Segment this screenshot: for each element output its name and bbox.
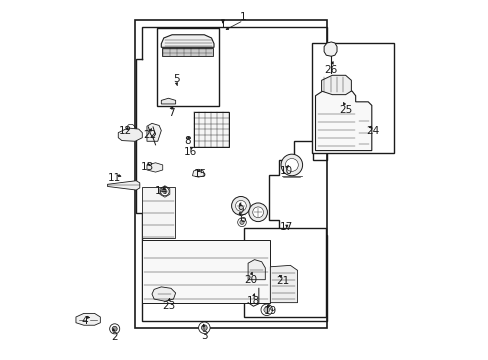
- Circle shape: [198, 322, 210, 333]
- Text: 1: 1: [240, 12, 246, 22]
- Circle shape: [109, 324, 120, 334]
- Polygon shape: [76, 314, 100, 325]
- Bar: [135, 20, 326, 328]
- Bar: [244, 228, 325, 317]
- Circle shape: [235, 201, 246, 211]
- Polygon shape: [147, 123, 161, 141]
- Polygon shape: [321, 75, 351, 95]
- Circle shape: [163, 189, 167, 194]
- Text: 4: 4: [81, 316, 88, 325]
- Text: 13: 13: [140, 162, 153, 172]
- Polygon shape: [147, 163, 163, 172]
- Text: 16: 16: [183, 147, 196, 157]
- Polygon shape: [152, 287, 175, 301]
- Circle shape: [248, 203, 267, 222]
- Bar: [156, 28, 219, 107]
- Text: 10: 10: [280, 166, 293, 176]
- Text: 7: 7: [167, 108, 174, 118]
- Text: 20: 20: [244, 275, 257, 285]
- Text: 17: 17: [280, 222, 293, 232]
- Polygon shape: [270, 265, 297, 303]
- Text: 25: 25: [338, 105, 351, 115]
- Text: 12: 12: [119, 126, 132, 135]
- Circle shape: [239, 220, 244, 225]
- Text: 6: 6: [239, 215, 245, 224]
- Text: 23: 23: [162, 301, 175, 311]
- Polygon shape: [324, 42, 336, 56]
- Polygon shape: [247, 260, 265, 280]
- Polygon shape: [192, 169, 204, 177]
- Polygon shape: [161, 35, 214, 47]
- Text: 26: 26: [324, 64, 337, 75]
- Circle shape: [237, 218, 246, 226]
- Circle shape: [281, 154, 302, 176]
- Text: 3: 3: [201, 331, 207, 341]
- Polygon shape: [315, 91, 371, 150]
- Text: 22: 22: [142, 130, 156, 140]
- Text: 15: 15: [194, 168, 207, 179]
- Text: 2: 2: [111, 332, 118, 342]
- Text: 21: 21: [276, 276, 289, 286]
- Circle shape: [231, 197, 250, 215]
- Circle shape: [112, 326, 117, 331]
- Text: 9: 9: [236, 206, 243, 216]
- Polygon shape: [107, 181, 140, 190]
- Circle shape: [252, 207, 263, 218]
- Text: 24: 24: [366, 126, 379, 135]
- Text: 5: 5: [173, 74, 179, 84]
- Text: 14: 14: [154, 186, 167, 197]
- Text: 18: 18: [246, 296, 260, 306]
- Bar: [193, 112, 228, 147]
- Bar: [142, 187, 175, 238]
- Circle shape: [160, 187, 169, 196]
- Circle shape: [264, 307, 269, 313]
- Circle shape: [285, 158, 298, 171]
- Polygon shape: [161, 98, 175, 104]
- Circle shape: [201, 325, 207, 330]
- Text: 8: 8: [184, 136, 191, 146]
- Text: 11: 11: [108, 173, 121, 183]
- Polygon shape: [162, 48, 212, 56]
- Polygon shape: [118, 128, 142, 141]
- Bar: [311, 42, 393, 153]
- Circle shape: [261, 304, 272, 316]
- Bar: [142, 240, 269, 303]
- Text: 19: 19: [263, 306, 276, 316]
